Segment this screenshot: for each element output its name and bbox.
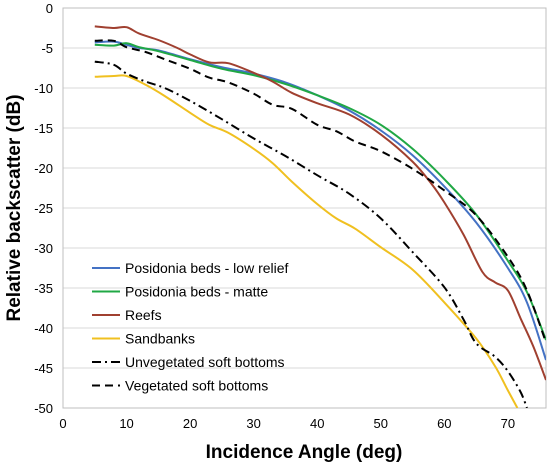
x-tick-label: 10	[119, 416, 133, 431]
series-line-1	[94, 40, 546, 361]
x-tick-label: 70	[501, 416, 515, 431]
x-tick-label: 50	[374, 416, 388, 431]
y-tick-label: -15	[34, 121, 53, 136]
legend-label: Unvegetated soft bottoms	[125, 354, 285, 370]
grid	[63, 7, 546, 409]
plot-area	[62, 7, 547, 409]
y-tick-label: 0	[46, 1, 53, 16]
y-tick-label: -45	[34, 361, 53, 376]
series-layer	[94, 25, 546, 408]
legend-label: Reefs	[125, 307, 162, 323]
y-tick-label: -5	[41, 41, 53, 56]
x-tick-label: 20	[183, 416, 197, 431]
x-tick-label: 0	[59, 416, 66, 431]
y-tick-label: -40	[34, 321, 53, 336]
legend-label: Posidonia beds - matte	[125, 284, 268, 300]
series-line-3	[94, 25, 546, 381]
series-line-5	[94, 60, 528, 408]
legend-label: Posidonia beds - low relief	[125, 260, 289, 276]
y-axis-title: Relative backscatter (dB)	[4, 94, 25, 321]
x-tick-label: 60	[437, 416, 451, 431]
y-tick-label: -20	[34, 161, 53, 176]
y-tick-label: -50	[34, 401, 53, 416]
x-axis-title: Incidence Angle (deg)	[206, 442, 403, 463]
y-tick-label: -10	[34, 81, 53, 96]
y-tick-label: -25	[34, 201, 53, 216]
series-line-6	[94, 39, 546, 343]
x-tick-label: 30	[246, 416, 260, 431]
legend-label: Vegetated soft bottoms	[125, 378, 268, 394]
legend-label: Sandbanks	[125, 331, 195, 347]
y-tick-label: -30	[34, 241, 53, 256]
legend: Posidonia beds - low relief Posidonia bed…	[92, 260, 289, 394]
y-tick-label: -35	[34, 281, 53, 296]
x-tick-label: 40	[310, 416, 324, 431]
x-axis-ticks: 0 10 20 30 40 50 60 70	[59, 416, 515, 431]
y-axis-ticks: 0 -5 -10 -15 -20 -25 -30 -35 -40 -45 -50	[34, 1, 53, 416]
